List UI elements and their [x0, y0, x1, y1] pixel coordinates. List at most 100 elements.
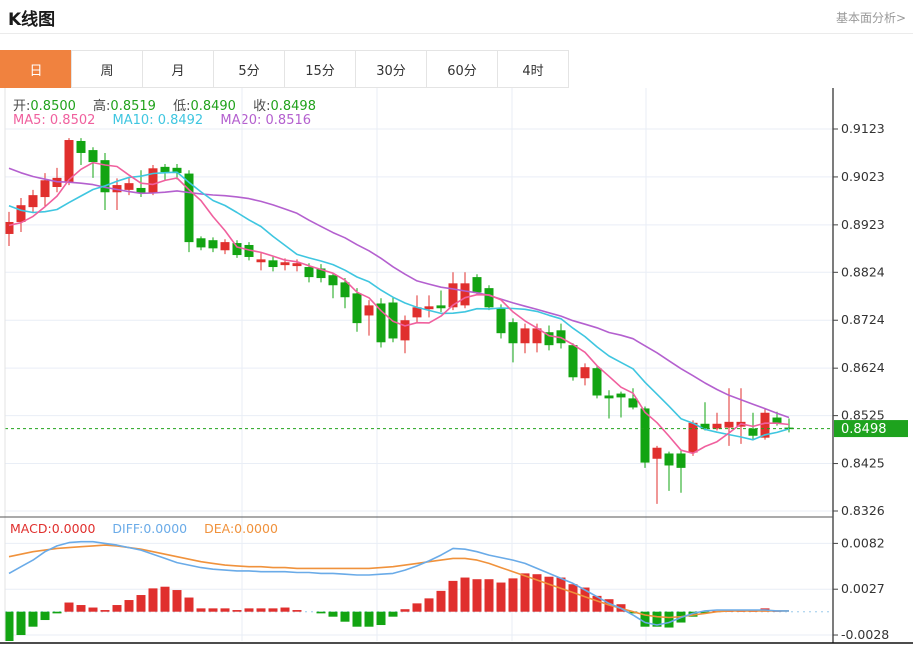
macd-bar [436, 590, 446, 612]
candle-body [448, 283, 458, 308]
candle-body [520, 328, 530, 344]
macd-bar [496, 582, 506, 612]
candle-body [508, 322, 518, 344]
ma20-line [8, 167, 790, 419]
candle-body [76, 140, 86, 153]
tab-5分[interactable]: 5分 [213, 50, 285, 88]
macd-bar [568, 584, 578, 612]
candle-body [112, 185, 122, 193]
ma5-label: MA5: [13, 113, 46, 128]
low-label: 低: [173, 99, 191, 114]
price-axis-label: 0.8824 [841, 264, 885, 279]
candle-body [328, 275, 338, 286]
macd-bar [472, 579, 482, 612]
close-value: 0.8498 [270, 99, 316, 114]
candle-body [772, 417, 782, 424]
macd-bar [268, 608, 278, 612]
macd-bar [28, 611, 38, 627]
candle-body [424, 306, 434, 310]
kline-chart[interactable]: 0.9123 0.9023 0.8923 0.8824 0.8724 0.8624 0.85… [0, 88, 913, 649]
tab-15分[interactable]: 15分 [284, 50, 356, 88]
candle-body [724, 421, 734, 428]
tab-30分[interactable]: 30分 [355, 50, 427, 88]
macd-bar [316, 611, 326, 614]
macd-label: MACD: [10, 521, 52, 536]
open-value: 0.8500 [30, 99, 76, 114]
tab-周[interactable]: 周 [71, 50, 143, 88]
candles-layer [5, 138, 833, 504]
macd-bar [652, 611, 662, 627]
candle-body [352, 293, 362, 324]
macd-bar [628, 611, 638, 614]
macd-bar [76, 605, 86, 612]
dea-value: 0.0000 [234, 521, 278, 536]
macd-bar [448, 580, 458, 612]
macd-bar [124, 600, 134, 612]
macd-bar [388, 611, 398, 617]
candle-body [616, 393, 626, 398]
macd-bar [460, 577, 470, 612]
dea-label: DEA: [204, 521, 235, 536]
candle-body [484, 288, 494, 308]
tab-60分[interactable]: 60分 [426, 50, 498, 88]
price-axis-label: 0.8724 [841, 312, 885, 327]
diff-line [8, 540, 789, 626]
macd-bar [532, 574, 542, 612]
macd-bar [196, 608, 206, 612]
candle-body [748, 428, 758, 436]
diff-label: DIFF: [112, 521, 144, 536]
candle-body [460, 283, 470, 306]
macd-bar [160, 586, 170, 612]
tab-月[interactable]: 月 [142, 50, 214, 88]
macd-bar [136, 595, 146, 612]
macd-bar [232, 610, 242, 612]
current-price-badge [834, 420, 908, 438]
macd-bar [352, 611, 362, 627]
macd-bar [484, 579, 494, 612]
macd-bar [244, 608, 254, 612]
grid: 0.9123 0.9023 0.8923 0.8824 0.8724 0.8624 0.85… [5, 88, 889, 642]
candle-body [64, 140, 74, 183]
period-tabs: 日周月 5分 15分 30分 60分 4时 [0, 50, 569, 88]
tab-4时[interactable]: 4时 [497, 50, 569, 88]
candle-body [412, 307, 422, 318]
candle-body [544, 332, 554, 346]
macd-bar [88, 607, 98, 612]
candle-body [436, 305, 446, 309]
ma20-value: 0.8516 [265, 113, 312, 128]
macd-bar [292, 610, 302, 612]
candle-body [784, 427, 794, 430]
fundamental-analysis-link[interactable]: 基本面分析> [835, 11, 906, 25]
price-axis-label: 0.9023 [841, 169, 885, 184]
macd-bar [100, 610, 110, 612]
candle-body [628, 398, 638, 408]
macd-bar [376, 611, 386, 626]
price-axis-label: 0.8923 [841, 217, 885, 232]
candle-body [376, 303, 386, 343]
macd-bar [424, 598, 434, 612]
tab-日[interactable]: 日 [0, 50, 72, 88]
candle-body [160, 166, 170, 173]
macd-layer [5, 540, 833, 641]
macd-bar [52, 611, 62, 614]
macd-bar [64, 602, 74, 612]
candle-body [640, 408, 650, 463]
macd-axis-label: -0.0028 [841, 627, 889, 642]
candle-body [496, 308, 506, 334]
macd-bar [520, 573, 530, 612]
candle-body [676, 453, 686, 468]
ohlc-legend: 开:0.8500 高:0.8519 低:0.8490 收:0.8498 [13, 95, 329, 114]
macd-bar [5, 611, 14, 641]
macd-value: 0.0000 [51, 521, 96, 536]
macd-bar [544, 576, 554, 612]
macd-bar [640, 611, 650, 627]
candle-body [136, 187, 146, 194]
macd-bar [40, 611, 50, 621]
macd-bar [112, 605, 122, 612]
ma10-label: MA10: [112, 113, 154, 128]
ma10-value: 0.8492 [157, 113, 204, 128]
macd-bar [148, 588, 158, 612]
macd-axis-label: 0.0027 [841, 581, 885, 596]
ma20-label: MA20: [220, 113, 262, 128]
